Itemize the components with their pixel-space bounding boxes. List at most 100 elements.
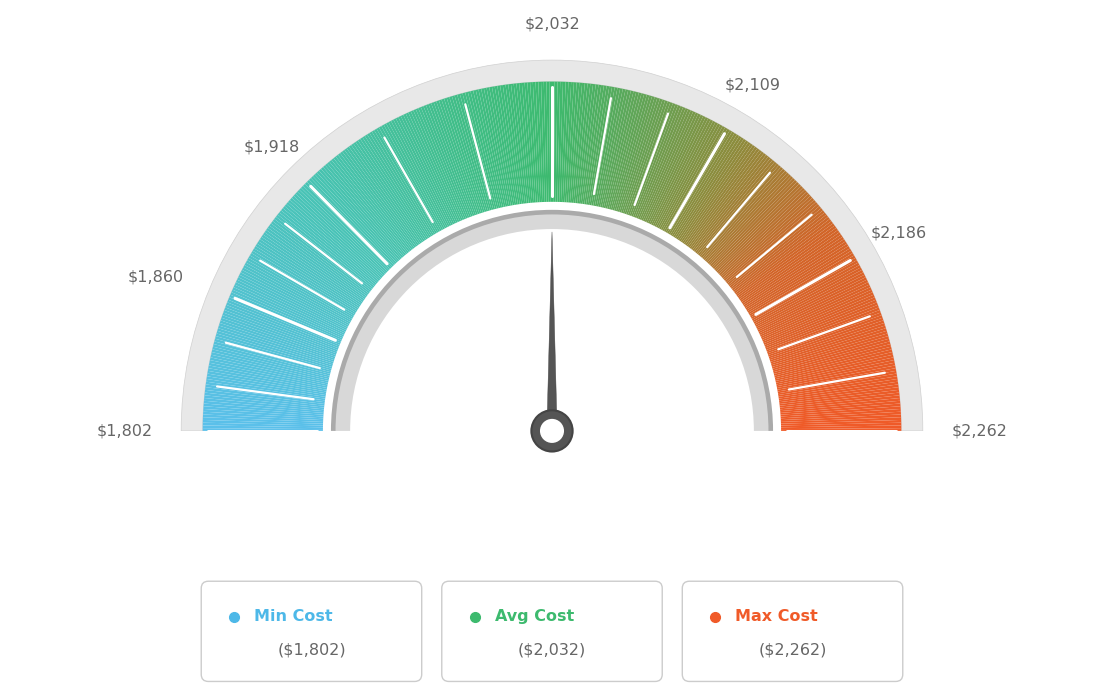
Wedge shape: [764, 297, 875, 345]
Wedge shape: [344, 148, 417, 246]
Wedge shape: [774, 346, 892, 377]
Wedge shape: [234, 285, 344, 337]
Wedge shape: [288, 200, 380, 281]
Text: Avg Cost: Avg Cost: [495, 609, 574, 624]
Wedge shape: [677, 137, 744, 239]
Wedge shape: [704, 170, 787, 262]
Wedge shape: [508, 84, 526, 204]
Wedge shape: [690, 152, 764, 249]
Text: $2,186: $2,186: [871, 225, 927, 240]
Wedge shape: [768, 315, 882, 357]
Wedge shape: [204, 390, 325, 406]
Wedge shape: [616, 95, 652, 211]
Wedge shape: [546, 81, 550, 202]
Wedge shape: [513, 83, 529, 204]
Wedge shape: [779, 395, 900, 409]
Wedge shape: [258, 239, 361, 306]
Wedge shape: [203, 404, 323, 415]
Wedge shape: [204, 401, 323, 413]
Wedge shape: [697, 160, 775, 255]
Wedge shape: [539, 81, 544, 202]
Wedge shape: [219, 323, 335, 362]
Wedge shape: [775, 352, 893, 381]
Wedge shape: [278, 213, 373, 289]
Wedge shape: [286, 202, 379, 282]
Wedge shape: [500, 85, 520, 204]
Wedge shape: [605, 91, 636, 208]
Wedge shape: [778, 376, 898, 397]
Wedge shape: [487, 87, 511, 206]
Text: $2,262: $2,262: [952, 424, 1007, 438]
Wedge shape: [709, 176, 793, 265]
Wedge shape: [755, 270, 863, 327]
Wedge shape: [242, 268, 350, 325]
Wedge shape: [625, 99, 665, 214]
Wedge shape: [607, 92, 639, 209]
Wedge shape: [771, 328, 887, 365]
Wedge shape: [655, 119, 711, 227]
Wedge shape: [216, 331, 332, 367]
Wedge shape: [254, 246, 358, 311]
Wedge shape: [351, 144, 422, 244]
Wedge shape: [237, 277, 347, 332]
Wedge shape: [762, 292, 873, 342]
Wedge shape: [592, 87, 615, 206]
Wedge shape: [403, 114, 456, 224]
Wedge shape: [777, 371, 896, 393]
Wedge shape: [774, 344, 891, 375]
Wedge shape: [560, 81, 565, 202]
Wedge shape: [742, 235, 842, 304]
Wedge shape: [746, 246, 850, 311]
Wedge shape: [781, 417, 901, 424]
Wedge shape: [754, 265, 861, 324]
Wedge shape: [781, 401, 900, 413]
Wedge shape: [312, 175, 396, 264]
Wedge shape: [368, 133, 433, 237]
Wedge shape: [778, 379, 898, 399]
Wedge shape: [745, 244, 848, 310]
Wedge shape: [575, 83, 591, 204]
Wedge shape: [577, 83, 593, 204]
Wedge shape: [418, 107, 466, 219]
Wedge shape: [247, 258, 353, 319]
Wedge shape: [215, 333, 332, 368]
Wedge shape: [629, 102, 673, 216]
Wedge shape: [768, 318, 883, 358]
Wedge shape: [638, 107, 686, 219]
Wedge shape: [497, 86, 518, 205]
Wedge shape: [626, 101, 668, 215]
Wedge shape: [492, 86, 514, 205]
Wedge shape: [743, 237, 843, 305]
Wedge shape: [213, 344, 330, 375]
Wedge shape: [215, 336, 331, 371]
Wedge shape: [764, 299, 877, 346]
Wedge shape: [777, 366, 895, 390]
Wedge shape: [751, 258, 857, 319]
Wedge shape: [399, 116, 453, 225]
Wedge shape: [243, 265, 350, 324]
Wedge shape: [781, 428, 901, 431]
Wedge shape: [252, 250, 355, 314]
Wedge shape: [358, 139, 426, 240]
Text: ($2,032): ($2,032): [518, 643, 586, 658]
Wedge shape: [436, 101, 478, 215]
Wedge shape: [729, 208, 822, 286]
Wedge shape: [574, 83, 587, 203]
Wedge shape: [584, 85, 604, 204]
Wedge shape: [781, 406, 901, 417]
Wedge shape: [781, 409, 901, 418]
Wedge shape: [256, 244, 359, 310]
Wedge shape: [766, 305, 879, 350]
Wedge shape: [781, 420, 901, 426]
Wedge shape: [226, 302, 339, 348]
Wedge shape: [732, 215, 828, 290]
Wedge shape: [718, 190, 807, 274]
Wedge shape: [692, 155, 768, 251]
Wedge shape: [681, 142, 751, 242]
Wedge shape: [297, 190, 386, 274]
Wedge shape: [225, 305, 338, 350]
Wedge shape: [703, 169, 785, 260]
Wedge shape: [376, 128, 438, 233]
Wedge shape: [550, 81, 552, 202]
Wedge shape: [762, 290, 872, 340]
